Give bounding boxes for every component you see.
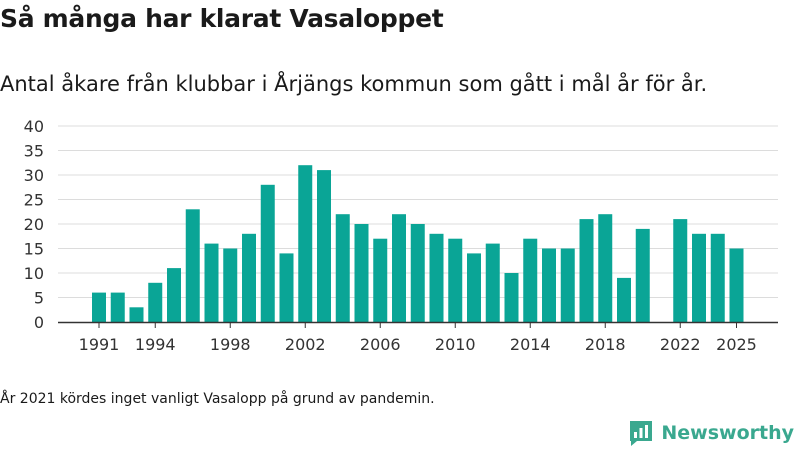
x-tick-label: 1998: [210, 335, 251, 354]
bar: [354, 224, 369, 322]
x-tick-label: 2022: [660, 335, 701, 354]
bar: [129, 307, 144, 322]
bar: [710, 233, 725, 322]
y-tick-label: 15: [24, 240, 44, 259]
bar: [279, 253, 294, 322]
x-tick-label: 2006: [360, 335, 401, 354]
x-tick-label: 2014: [510, 335, 551, 354]
bar: [223, 248, 238, 322]
x-tick-label: 2002: [285, 335, 326, 354]
bar: [523, 238, 538, 322]
bar: [110, 292, 125, 322]
y-tick-label: 30: [24, 166, 44, 185]
bar: [298, 165, 313, 322]
y-tick-label: 10: [24, 264, 44, 283]
x-tick-label: 2010: [435, 335, 476, 354]
bar: [673, 219, 688, 322]
x-tick-label: 2018: [585, 335, 626, 354]
bar: [260, 184, 275, 322]
bar: [504, 273, 519, 322]
y-tick-label: 35: [24, 142, 44, 161]
bar: [598, 214, 613, 322]
bar: [185, 209, 200, 322]
y-tick-label: 40: [24, 117, 44, 136]
bar: [92, 292, 106, 322]
bar: [467, 253, 481, 322]
bar: [204, 243, 219, 322]
y-tick-label: 25: [24, 191, 44, 210]
bar: [542, 248, 556, 322]
bar: [335, 214, 350, 322]
newsworthy-logo-icon: [630, 421, 653, 446]
bar: [560, 248, 575, 322]
bar: [410, 224, 425, 322]
y-tick-label: 5: [34, 289, 44, 308]
bar: [579, 219, 594, 322]
x-tick-label: 2025: [716, 335, 757, 354]
bar: [448, 238, 463, 322]
bar: [373, 238, 388, 322]
bar: [242, 233, 256, 322]
y-tick-label: 20: [24, 215, 44, 234]
bar: [429, 233, 444, 322]
bar: [729, 248, 744, 322]
chart-subtitle: Antal åkare från klubbar i Årjängs kommu…: [0, 72, 708, 96]
chart-title: Så många har klarat Vasaloppet: [0, 4, 444, 33]
bar: [485, 243, 500, 322]
brand-name: Newsworthy: [661, 422, 794, 444]
bar: [167, 268, 181, 322]
bar: [317, 170, 331, 322]
x-tick-label: 1991: [79, 335, 120, 354]
bar: [392, 214, 406, 322]
bar: [617, 277, 631, 322]
footnote: År 2021 kördes inget vanligt Vasalopp på…: [0, 391, 435, 407]
x-tick-label: 1994: [135, 335, 176, 354]
bar: [692, 233, 706, 322]
y-tick-label: 0: [34, 313, 44, 332]
brand-logo: Newsworthy: [628, 419, 794, 447]
bar: [635, 228, 650, 322]
bar: [148, 282, 163, 322]
